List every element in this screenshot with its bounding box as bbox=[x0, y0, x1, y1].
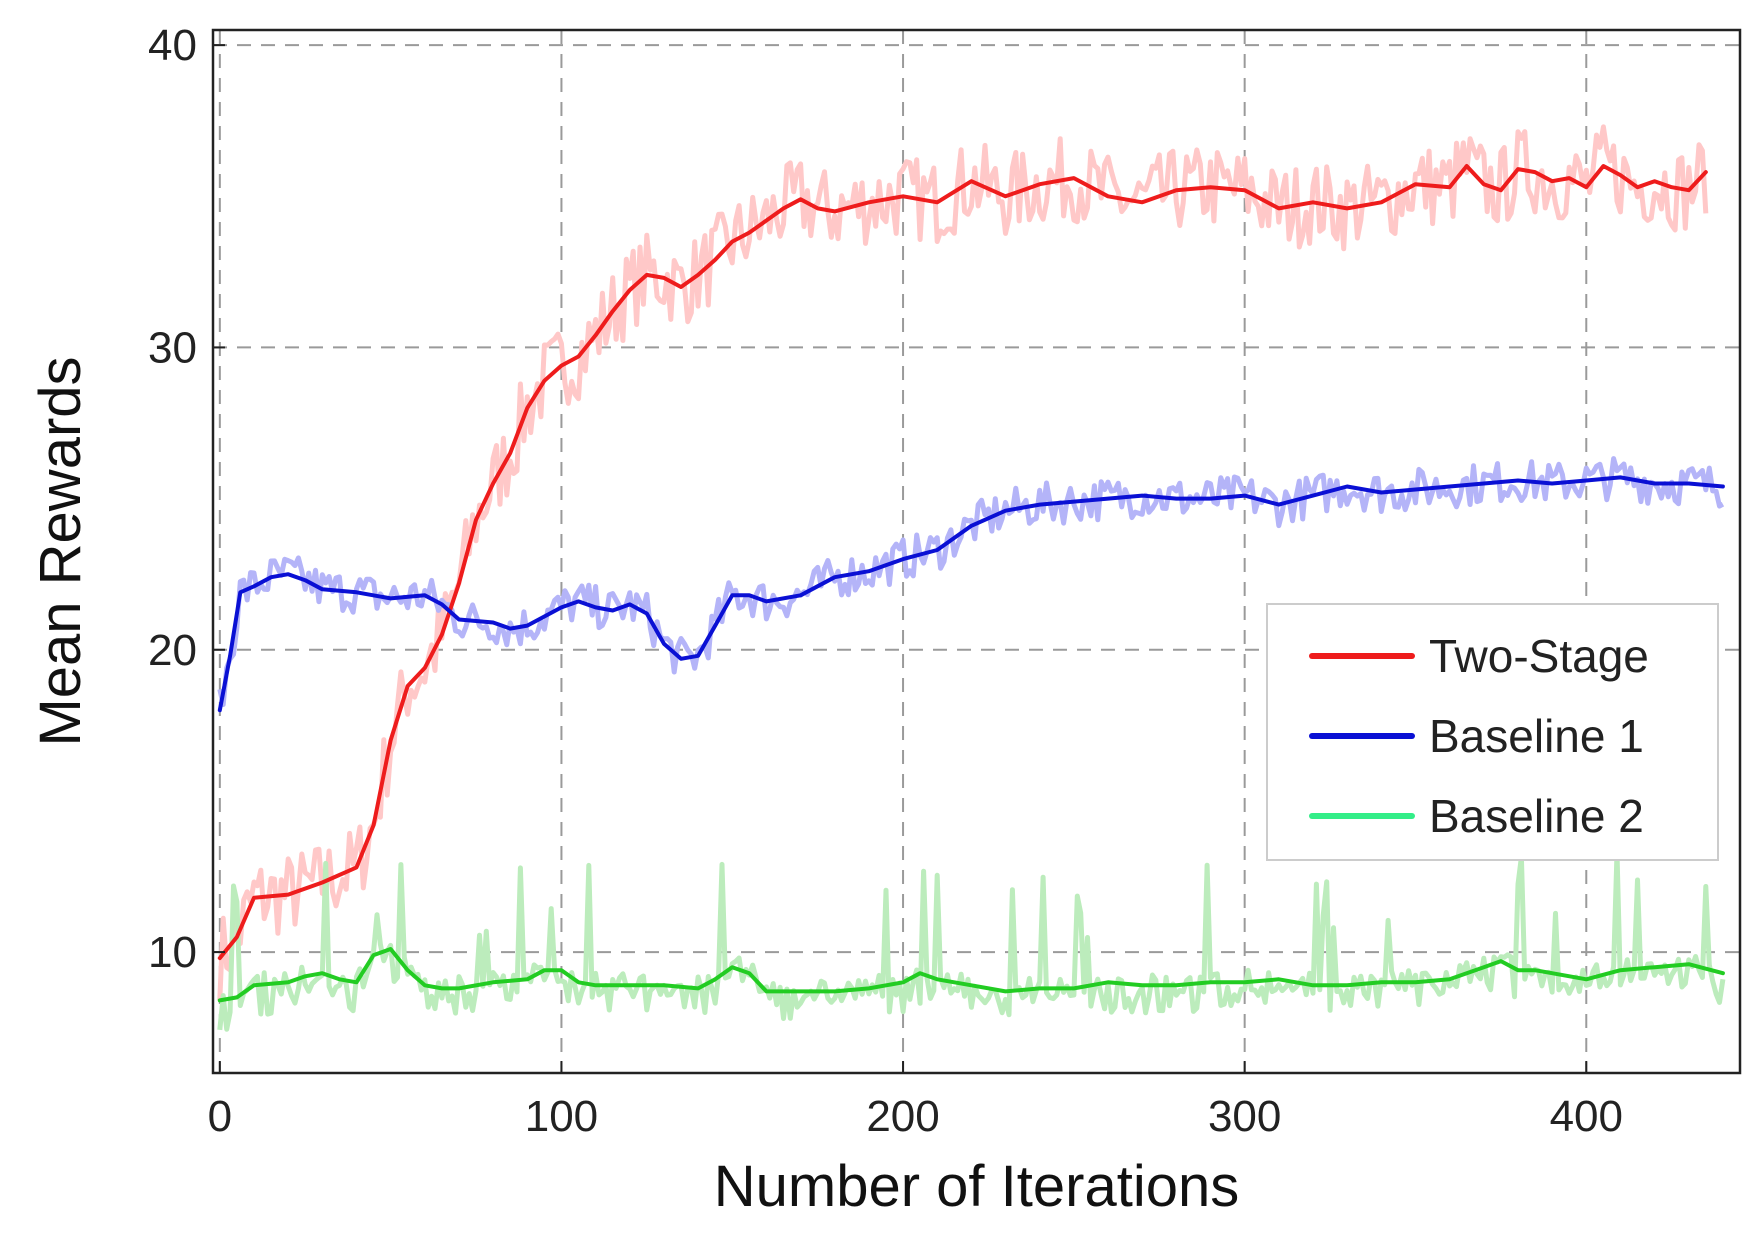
plot-frame bbox=[211, 28, 1742, 1075]
series-line-3 bbox=[217, 947, 1725, 1003]
y-tick-label: 20 bbox=[148, 626, 197, 675]
legend-label: Baseline 1 bbox=[1429, 710, 1644, 762]
x-tick-label: 400 bbox=[1550, 1092, 1623, 1141]
legend-label: Baseline 2 bbox=[1429, 790, 1644, 842]
y-tick-label: 30 bbox=[148, 323, 197, 372]
raw-series-line-1 bbox=[217, 124, 1709, 1001]
x-axis-title: Number of Iterations bbox=[714, 1154, 1239, 1219]
x-tick-label: 100 bbox=[525, 1092, 598, 1141]
axis-ticks bbox=[213, 44, 1588, 1073]
y-axis-title: Mean Rewards bbox=[28, 356, 93, 746]
x-tick-label: 200 bbox=[866, 1092, 939, 1141]
series-line-2 bbox=[217, 475, 1725, 713]
y-tick-label: 10 bbox=[148, 928, 197, 977]
legend-label: Two-Stage bbox=[1429, 630, 1649, 682]
x-tick-label: 300 bbox=[1208, 1092, 1281, 1141]
legend: Two-Stage Baseline 1 Baseline 2 bbox=[1266, 603, 1719, 861]
series-line-1 bbox=[217, 164, 1708, 961]
raw-series-line-2 bbox=[217, 456, 1725, 707]
y-tick-label: 40 bbox=[148, 21, 197, 70]
x-tick-label: 0 bbox=[208, 1092, 232, 1141]
tick-labels: 0 100 200 300 400 10 20 30 40 bbox=[148, 21, 1623, 1141]
smoothed-series-group bbox=[217, 164, 1725, 1003]
